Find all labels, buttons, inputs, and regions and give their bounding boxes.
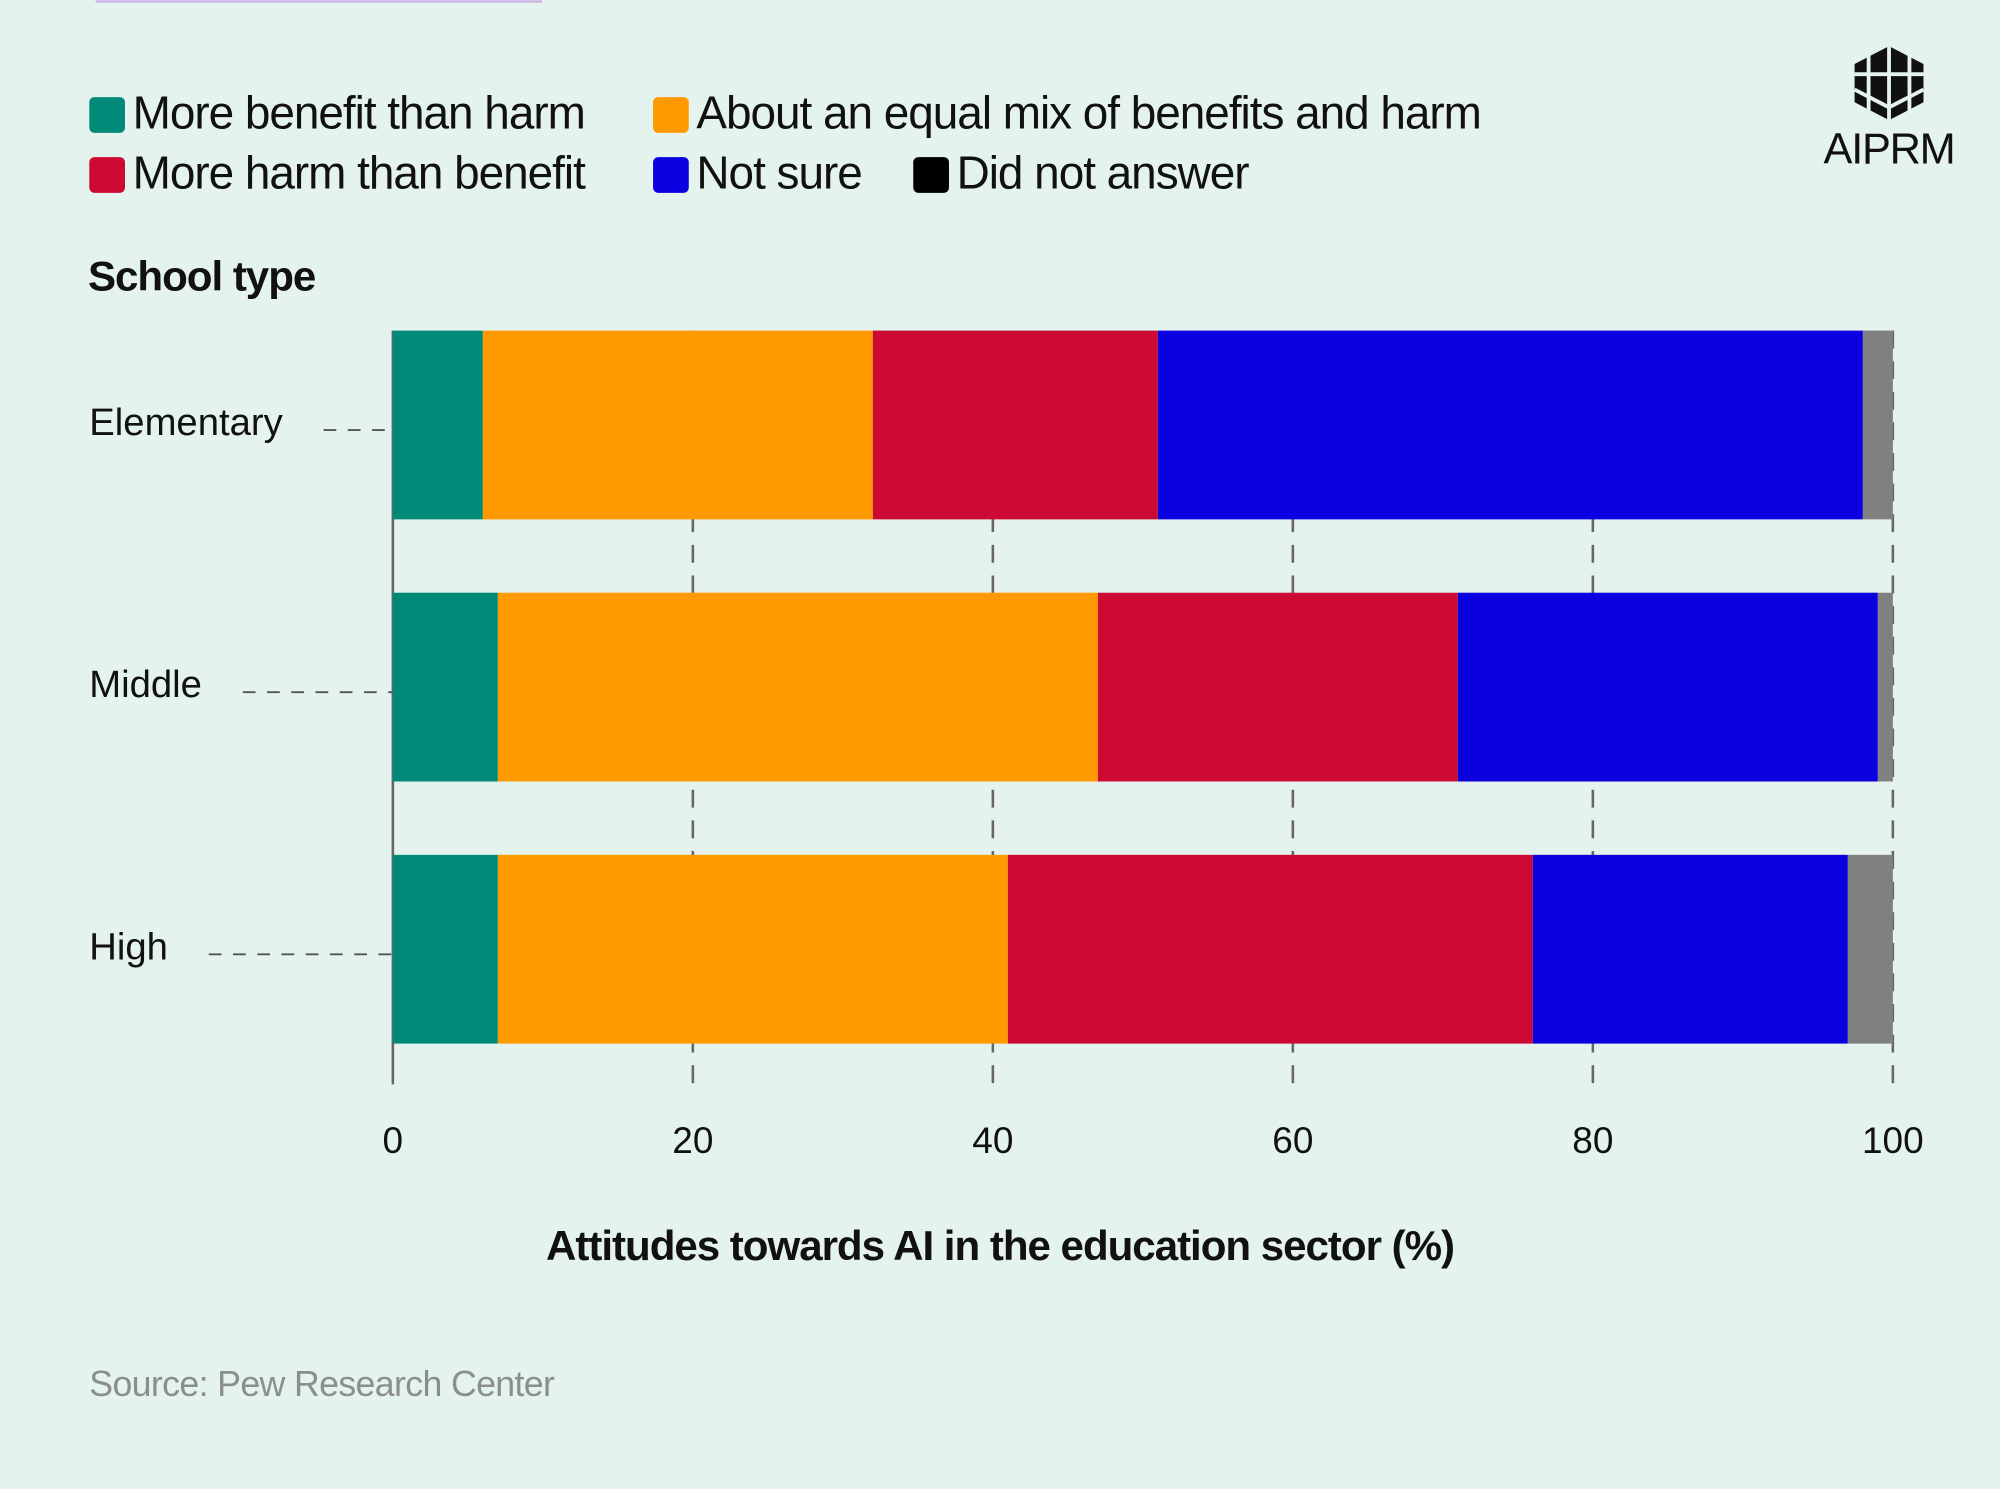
legend-swatch	[913, 157, 949, 193]
bar-segment	[1157, 330, 1863, 520]
legend-label: More harm than benefit	[133, 146, 586, 198]
legend-label: Did not answer	[957, 146, 1250, 198]
legend-swatch	[653, 157, 689, 193]
bar-segment	[872, 330, 1158, 520]
top-accent	[95, 0, 543, 3]
bar-segment	[497, 592, 1098, 782]
x-tick-label: 40	[972, 1120, 1013, 1161]
bar-segment	[1847, 854, 1893, 1044]
y-axis-title: School type	[88, 253, 315, 300]
legend-label: Not sure	[696, 146, 861, 198]
bars: Elementary Middle High	[89, 330, 1893, 1044]
bar-segment	[1862, 330, 1893, 520]
bar-segment	[392, 592, 498, 782]
bar-segment	[1007, 854, 1533, 1044]
x-tick-label: 0	[383, 1120, 404, 1161]
y-tick-label: Middle	[89, 663, 202, 706]
bar-segment	[482, 330, 873, 520]
legend-label: About an equal mix of benefits and harm	[696, 86, 1480, 138]
legend-swatch	[653, 97, 689, 133]
legend-swatch	[89, 97, 125, 133]
y-tick-label: High	[89, 925, 168, 968]
x-tick-label: 20	[672, 1120, 713, 1161]
bar-segment	[1877, 592, 1893, 782]
x-tick-label: 60	[1272, 1120, 1313, 1161]
x-tick-label: 100	[1862, 1120, 1924, 1161]
source: Source: Pew Research Center	[89, 1364, 555, 1404]
legend-label: More benefit than harm	[133, 86, 585, 138]
x-tick-label: 80	[1572, 1120, 1613, 1161]
bar-segment	[392, 330, 483, 520]
bar-segment	[1457, 592, 1878, 782]
brand-name: AIPRM	[1824, 125, 1955, 173]
y-tick-label: Elementary	[89, 401, 283, 444]
x-axis-title: Attitudes towards AI in the education se…	[546, 1222, 1454, 1269]
bar-segment	[1532, 854, 1848, 1044]
bar-segment	[497, 854, 1008, 1044]
legend-swatch	[89, 157, 125, 193]
bar-segment	[392, 854, 498, 1044]
bar-segment	[1097, 592, 1458, 782]
brand-logo: AIPRM	[1824, 46, 1956, 173]
legend: More benefit than harm About an equal mix…	[89, 86, 1482, 198]
